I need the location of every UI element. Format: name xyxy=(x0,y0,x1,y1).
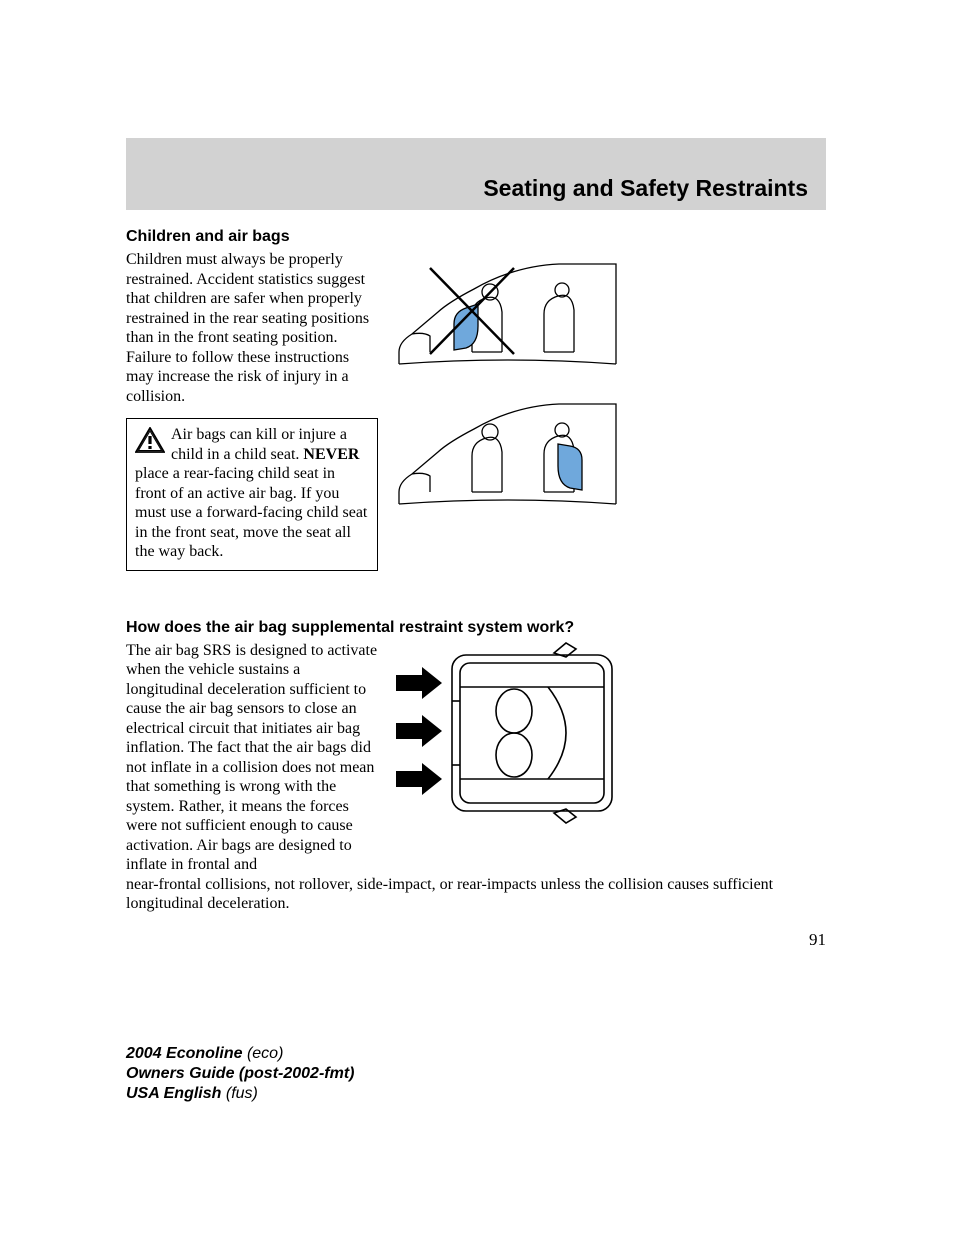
para-children-restrained: Children must always be properly restrai… xyxy=(126,250,378,406)
section-children-airbags: Children must always be properly restrai… xyxy=(126,250,826,571)
figure-frontal-impact-icon xyxy=(394,641,622,831)
warning-triangle-icon xyxy=(135,427,165,453)
figure-childseat-rear-correct xyxy=(394,394,622,526)
chapter-header: Seating and Safety Restraints xyxy=(126,138,826,210)
warning-box: Air bags can kill or injure a child in a… xyxy=(126,418,378,571)
figure-column-1 xyxy=(394,250,826,571)
footer-block: 2004 Econoline (eco) Owners Guide (post-… xyxy=(126,1044,354,1104)
figure-childseat-front-wrong xyxy=(394,254,622,386)
footer-line-3: USA English (fus) xyxy=(126,1084,354,1104)
text-column-1: Children must always be properly restrai… xyxy=(126,250,378,571)
text-column-2: The air bag SRS is designed to activate … xyxy=(126,641,378,875)
figure-column-2 xyxy=(394,641,622,875)
para-srs-wrap: The air bag SRS is designed to activate … xyxy=(126,641,378,875)
subhead-srs-how: How does the air bag supplemental restra… xyxy=(126,619,826,637)
footer-line-2: Owners Guide (post-2002-fmt) xyxy=(126,1064,354,1084)
page-number: 91 xyxy=(809,930,826,950)
chapter-title: Seating and Safety Restraints xyxy=(483,175,808,202)
footer-line-1: 2004 Econoline (eco) xyxy=(126,1044,354,1064)
warning-never: NEVER xyxy=(303,446,359,463)
section-srs-how: The air bag SRS is designed to activate … xyxy=(126,641,826,875)
warning-rest: place a rear-facing child seat in front … xyxy=(135,465,367,560)
subhead-children-airbags: Children and air bags xyxy=(126,228,826,246)
para-srs-fullwidth: near-frontal collisions, not rollover, s… xyxy=(126,875,826,914)
